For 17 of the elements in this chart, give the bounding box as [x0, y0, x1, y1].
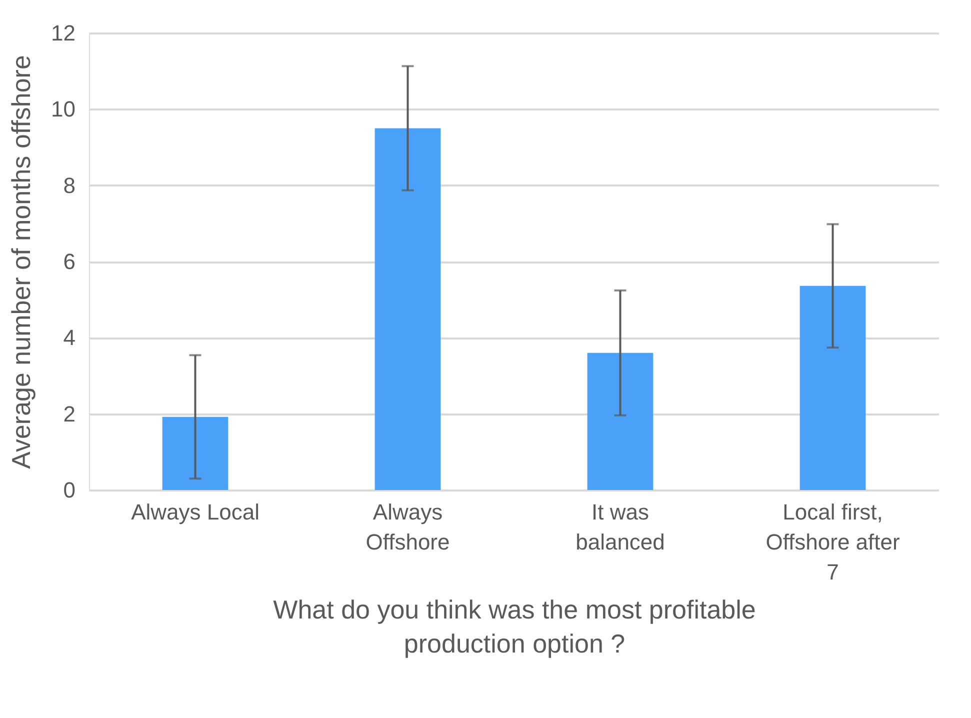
y-tick-label: 8 [63, 172, 76, 198]
y-tick-label: 6 [63, 249, 76, 274]
y-tick-label: 4 [63, 325, 76, 350]
y-tick-label: 2 [63, 401, 76, 426]
bar [162, 416, 228, 490]
bar [374, 128, 441, 490]
x-tick-label: Always Local [131, 500, 260, 524]
x-tick-label: It was balanced [576, 500, 665, 554]
x-tick-label: Always Offshore [366, 500, 450, 554]
y-tick-label: 10 [51, 96, 76, 122]
x-axis-title: What do you think was the most profitable production option ? [273, 594, 756, 658]
bar [587, 352, 654, 490]
y-tick-label: 0 [63, 478, 76, 502]
y-axis-title: Average number of months offshore [6, 55, 36, 469]
x-tick-label: Local first, Offshore after 7 [766, 500, 900, 584]
y-tick-label: 12 [51, 20, 76, 46]
bar [800, 286, 866, 490]
